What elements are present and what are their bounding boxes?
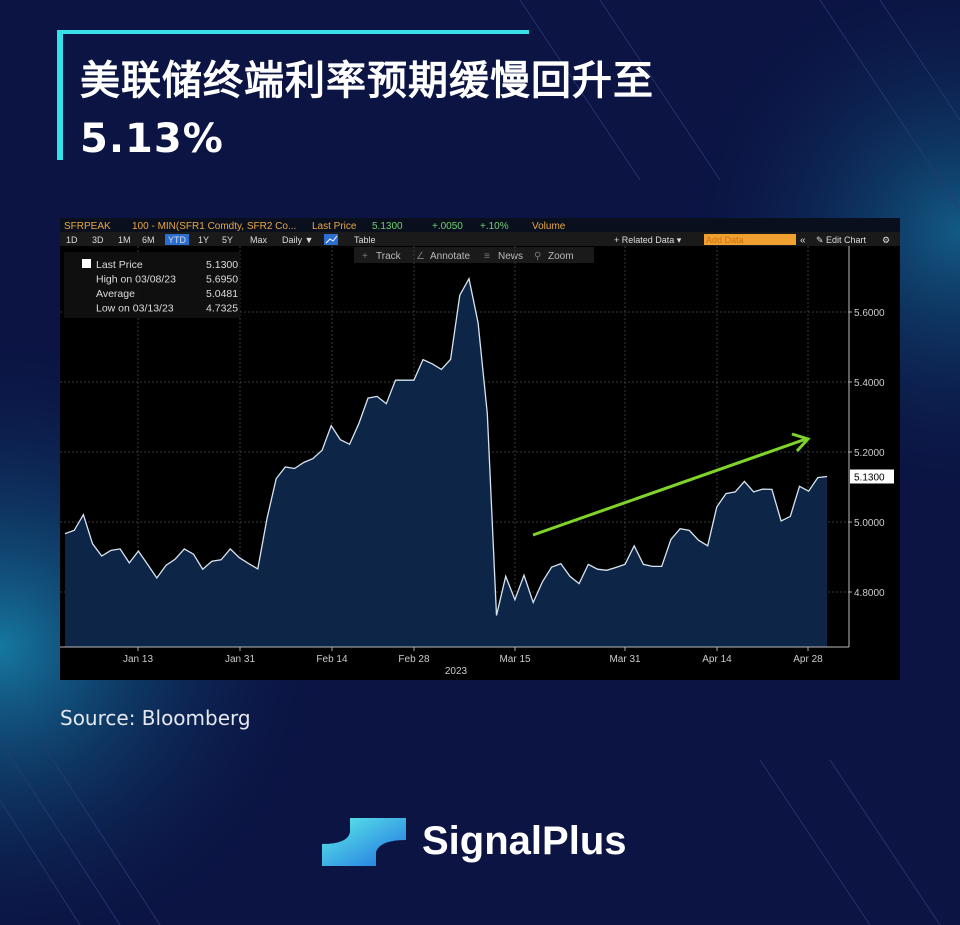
signalplus-logo-icon xyxy=(322,818,406,866)
legend-value: 5.1300 xyxy=(206,259,238,271)
x-tick-label: Apr 14 xyxy=(702,654,732,665)
zoom-icon: ⚲ xyxy=(534,251,541,262)
series-area xyxy=(65,278,827,647)
period-ytd[interactable]: YTD xyxy=(168,235,187,245)
period-6m[interactable]: 6M xyxy=(142,235,155,245)
period-max[interactable]: Max xyxy=(250,235,268,245)
price-change: +.0050 xyxy=(432,221,463,232)
legend-label: Low on 03/13/23 xyxy=(96,303,174,315)
settings-icon[interactable]: ⚙ xyxy=(882,235,890,245)
x-tick-label: Feb 14 xyxy=(316,654,348,665)
formula: 100 - MIN(SFR1 Comdty, SFR2 Co... xyxy=(132,221,296,232)
page-title-value: 5.13% xyxy=(80,116,224,162)
bloomberg-chart: SFRPEAK 100 - MIN(SFR1 Comdty, SFR2 Co..… xyxy=(60,218,900,680)
ticker: SFRPEAK xyxy=(64,221,111,232)
price-change-pct: +.10% xyxy=(480,221,509,232)
last-price: 5.1300 xyxy=(372,221,403,232)
y-tick-label: 5.2000 xyxy=(854,448,885,459)
y-tick-label: 5.4000 xyxy=(854,378,885,389)
related-data-button[interactable]: + Related Data ▾ xyxy=(614,235,682,245)
price-label: Last Price xyxy=(312,221,357,232)
frequency-select[interactable]: Daily ▼ xyxy=(282,235,313,245)
period-1d[interactable]: 1D xyxy=(66,235,78,245)
x-tick-label: Jan 31 xyxy=(225,654,255,665)
page-title: 美联储终端利率预期缓慢回升至 xyxy=(80,58,654,104)
collapse-button[interactable]: « xyxy=(800,235,806,246)
tool-news[interactable]: News xyxy=(498,251,523,262)
tool-track[interactable]: Track xyxy=(376,251,402,262)
annotate-icon: ∠ xyxy=(416,251,425,262)
period-1y[interactable]: 1Y xyxy=(198,235,209,245)
track-icon: + xyxy=(362,251,368,262)
title-accent-line xyxy=(57,30,529,34)
x-tick-label: Apr 28 xyxy=(793,654,823,665)
title-accent-bar xyxy=(57,30,63,160)
last-value-tag xyxy=(850,469,894,484)
y-tick-label: 4.8000 xyxy=(854,588,885,599)
period-1m[interactable]: 1M xyxy=(118,235,131,245)
x-axis-label: 2023 xyxy=(445,666,468,677)
signalplus-logo: SignalPlus xyxy=(320,810,627,872)
legend-label: High on 03/08/23 xyxy=(96,274,176,286)
y-tick-label: 5.0000 xyxy=(854,518,885,529)
add-data-placeholder: Add Data xyxy=(706,235,744,245)
period-3d[interactable]: 3D xyxy=(92,235,104,245)
edit-chart-button[interactable]: ✎ Edit Chart xyxy=(816,235,867,245)
legend-value: 4.7325 xyxy=(206,303,238,315)
y-tick-label: 5.6000 xyxy=(854,308,885,319)
legend-value: 5.0481 xyxy=(206,288,238,300)
source-note: Source: Bloomberg xyxy=(60,706,251,730)
volume-label: Volume xyxy=(532,221,566,232)
tool-annotate[interactable]: Annotate xyxy=(430,251,470,262)
header-bar xyxy=(60,218,900,232)
brand-name: SignalPlus xyxy=(422,818,627,863)
x-tick-label: Jan 13 xyxy=(123,654,153,665)
x-tick-label: Mar 31 xyxy=(609,654,641,665)
series-line xyxy=(64,276,828,616)
table-button[interactable]: Table xyxy=(354,235,376,245)
last-value-label: 5.1300 xyxy=(854,473,885,484)
news-icon: ≡ xyxy=(484,251,490,262)
chart-svg: SFRPEAK 100 - MIN(SFR1 Comdty, SFR2 Co..… xyxy=(60,218,900,677)
add-data-input[interactable] xyxy=(704,234,796,245)
x-tick-label: Mar 15 xyxy=(499,654,531,665)
period-5y[interactable]: 5Y xyxy=(222,235,233,245)
trend-arrow xyxy=(532,432,811,537)
legend-label: Last Price xyxy=(96,259,143,271)
legend-label: Average xyxy=(96,288,135,300)
legend-box xyxy=(64,252,240,318)
tool-zoom[interactable]: Zoom xyxy=(548,251,574,262)
x-tick-label: Feb 28 xyxy=(398,654,430,665)
toolbar xyxy=(60,232,900,246)
legend-value: 5.6950 xyxy=(206,274,238,286)
legend-swatch xyxy=(82,259,91,268)
